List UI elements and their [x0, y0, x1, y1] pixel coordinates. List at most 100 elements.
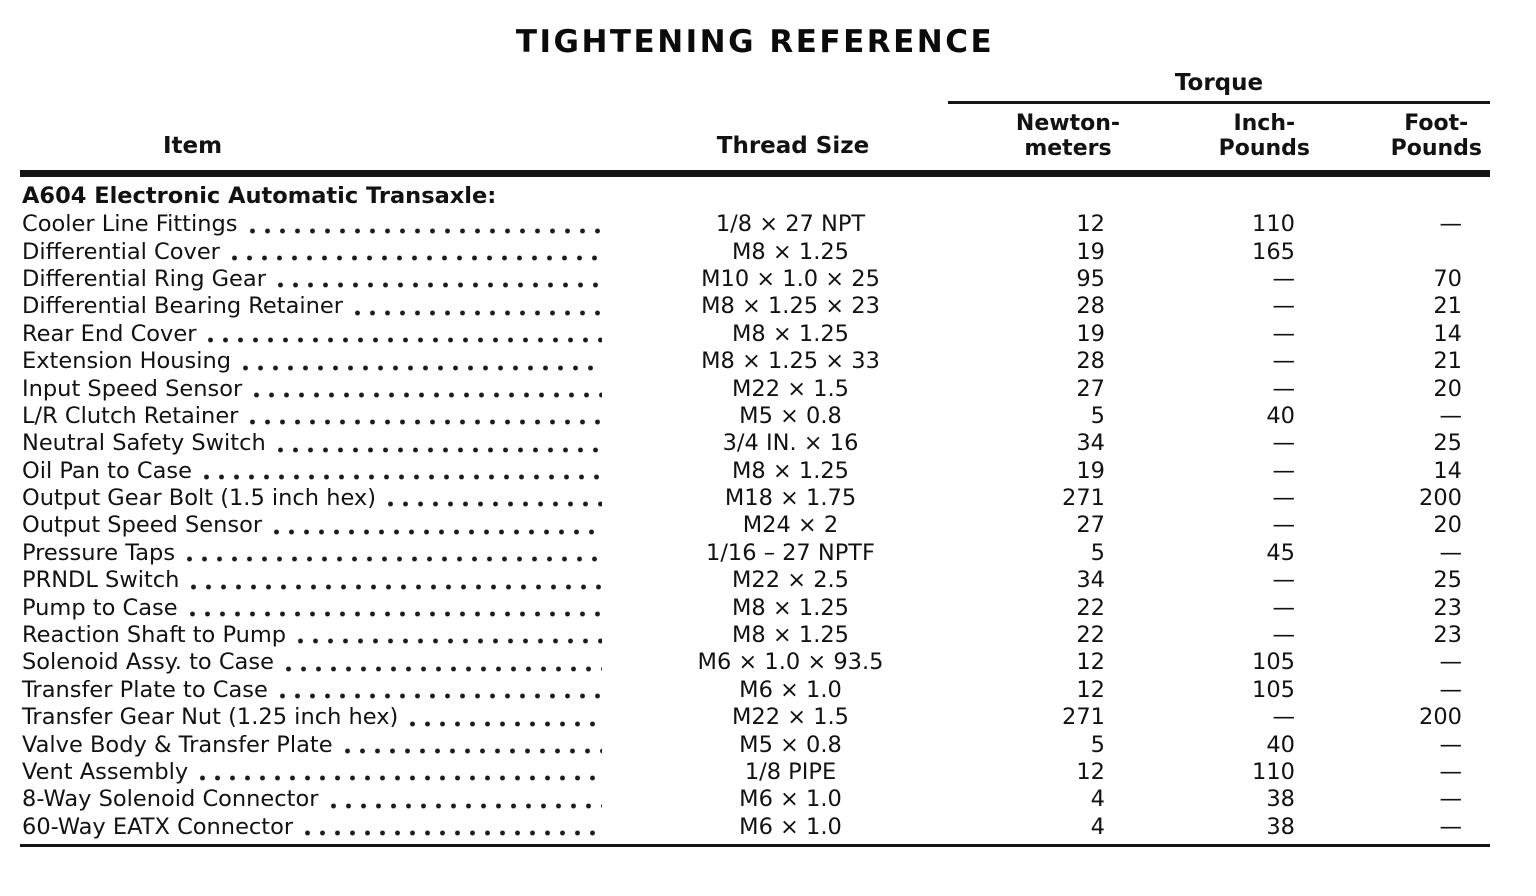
- table-row: Differential Cover M8 × 1.25 19 165: [20, 239, 1490, 266]
- table-row: Cooler Line Fittings 1/8 × 27 NPT 12 110…: [20, 211, 1490, 238]
- thread-size-value: M5 × 0.8: [739, 731, 842, 758]
- dot-leader: [249, 227, 602, 234]
- item-cell: L/R Clutch Retainer: [20, 403, 618, 430]
- item-cell: Differential Bearing Retainer: [20, 293, 618, 320]
- tightening-reference-table: Torque Item Thread Size Newton- meters I…: [20, 70, 1490, 848]
- table-row: PRNDL Switch M22 × 2.5 34 — 25: [20, 567, 1490, 594]
- foot-pounds-value: 200: [1419, 485, 1462, 512]
- foot-pounds-value: 21: [1433, 293, 1462, 320]
- thread-size-value: M5 × 0.8: [739, 402, 842, 429]
- foot-pounds-value: 25: [1433, 567, 1462, 594]
- thread-size-value: M8 × 1.25: [732, 594, 849, 621]
- inch-pounds-value: —: [1272, 265, 1296, 292]
- column-header-row: Item Thread Size Newton- meters Inch- Po…: [20, 104, 1490, 161]
- dot-leader: [187, 556, 602, 563]
- spacer-cell: [20, 70, 618, 104]
- table-row: Output Speed Sensor M24 × 2 27 — 20: [20, 512, 1490, 539]
- newton-meters-value: 22: [1076, 622, 1105, 649]
- newton-meters-value: 34: [1076, 567, 1105, 594]
- item-cell: Output Speed Sensor: [20, 512, 618, 539]
- item-name: Differential Bearing Retainer: [22, 293, 343, 320]
- item-name: Transfer Gear Nut (1.25 inch hex): [22, 704, 399, 731]
- inch-pounds-label: Inch- Pounds: [1218, 111, 1310, 162]
- foot-pounds-value: —: [1439, 758, 1463, 785]
- item-cell: Neutral Safety Switch: [20, 430, 618, 457]
- newton-meters-value: 271: [1062, 485, 1105, 512]
- dot-leader: [410, 720, 602, 727]
- thread-size-value: M8 × 1.25: [732, 238, 849, 265]
- dot-leader: [330, 802, 602, 809]
- foot-pounds-value: —: [1439, 676, 1463, 703]
- item-name: Reaction Shaft to Pump: [22, 622, 287, 649]
- item-cell: Cooler Line Fittings: [20, 211, 618, 238]
- thread-size-value: 1/16 – 27 NPTF: [706, 539, 875, 566]
- inch-pounds-value: —: [1272, 594, 1296, 621]
- torque-header-row: Torque: [20, 70, 1490, 104]
- table-row: Rear End Cover M8 × 1.25 19 — 14: [20, 321, 1490, 348]
- item-cell: PRNDL Switch: [20, 567, 618, 594]
- foot-pounds-value: 23: [1433, 594, 1462, 621]
- inch-pounds-value: 110: [1252, 211, 1295, 238]
- newton-meters-value: 12: [1076, 649, 1105, 676]
- bottom-divider-rule: [20, 844, 1490, 848]
- dot-leader: [231, 254, 602, 261]
- inch-pounds-value: —: [1272, 348, 1296, 375]
- table-row: Output Gear Bolt (1.5 inch hex) M18 × 1.…: [20, 485, 1490, 512]
- newton-meters-value: 5: [1090, 539, 1105, 566]
- item-cell: 8-Way Solenoid Connector: [20, 786, 618, 813]
- dot-leader: [305, 830, 602, 837]
- item-name: Solenoid Assy. to Case: [22, 649, 274, 676]
- foot-pounds-value: —: [1439, 813, 1463, 840]
- inch-pounds-value: 110: [1252, 758, 1295, 785]
- item-cell: Output Gear Bolt (1.5 inch hex): [20, 485, 618, 512]
- newton-meters-value: 27: [1076, 375, 1105, 402]
- inch-pounds-value: —: [1272, 430, 1296, 457]
- column-header-item: Item: [163, 133, 223, 160]
- torque-group-header: Torque: [948, 70, 1490, 104]
- item-name: Differential Cover: [22, 238, 220, 265]
- item-name: Extension Housing: [22, 348, 232, 375]
- thread-size-value: M8 × 1.25 × 33: [701, 348, 880, 375]
- column-header-foot-pounds: Foot- Pounds: [1318, 111, 1490, 161]
- thread-size-value: M6 × 1.0: [739, 786, 842, 813]
- thread-size-value: M8 × 1.25 × 23: [701, 293, 880, 320]
- inch-pounds-value: 45: [1266, 539, 1295, 566]
- inch-pounds-value: 105: [1252, 676, 1295, 703]
- foot-pounds-value: —: [1439, 211, 1463, 238]
- table-row: Pressure Taps 1/16 – 27 NPTF 5 45 —: [20, 540, 1490, 567]
- table-row: 8-Way Solenoid Connector M6 × 1.0 4 38 —: [20, 786, 1490, 813]
- item-cell: Differential Cover: [20, 239, 618, 266]
- item-cell: Oil Pan to Case: [20, 458, 618, 485]
- dot-leader: [388, 501, 602, 508]
- item-name: Neutral Safety Switch: [22, 430, 266, 457]
- foot-pounds-value: [1318, 239, 1490, 266]
- dot-leader: [200, 775, 602, 782]
- thread-size-value: M8 × 1.25: [732, 457, 849, 484]
- inch-pounds-value: —: [1272, 375, 1296, 402]
- inch-pounds-value: —: [1272, 622, 1296, 649]
- page-title: TIGHTENING REFERENCE: [515, 24, 995, 60]
- item-name: Differential Ring Gear: [22, 265, 266, 292]
- thread-size-value: M22 × 1.5: [732, 704, 849, 731]
- table-row: Valve Body & Transfer Plate M5 × 0.8 5 4…: [20, 732, 1490, 759]
- section-header: A604 Electronic Automatic Transaxle:: [22, 183, 497, 210]
- inch-pounds-value: —: [1272, 485, 1296, 512]
- dot-leader: [250, 419, 602, 426]
- newton-meters-value: 271: [1062, 704, 1105, 731]
- item-cell: Pressure Taps: [20, 540, 618, 567]
- thread-size-value: M10 × 1.0 × 25: [701, 265, 880, 292]
- thread-size-value: M8 × 1.25: [732, 622, 849, 649]
- dot-leader: [277, 446, 602, 453]
- item-cell: Solenoid Assy. to Case: [20, 649, 618, 676]
- inch-pounds-value: —: [1272, 457, 1296, 484]
- newton-meters-label: Newton- meters: [1015, 111, 1120, 162]
- table-body: Cooler Line Fittings 1/8 × 27 NPT 12 110…: [20, 211, 1490, 841]
- inch-pounds-value: 38: [1266, 786, 1295, 813]
- inch-pounds-value: —: [1272, 704, 1296, 731]
- dot-leader: [277, 282, 602, 289]
- spacer-cell: [618, 70, 948, 104]
- dot-leader: [254, 391, 602, 398]
- dot-leader: [355, 309, 602, 316]
- table-row: Transfer Plate to Case M6 × 1.0 12 105 —: [20, 677, 1490, 704]
- item-name: Input Speed Sensor: [22, 375, 243, 402]
